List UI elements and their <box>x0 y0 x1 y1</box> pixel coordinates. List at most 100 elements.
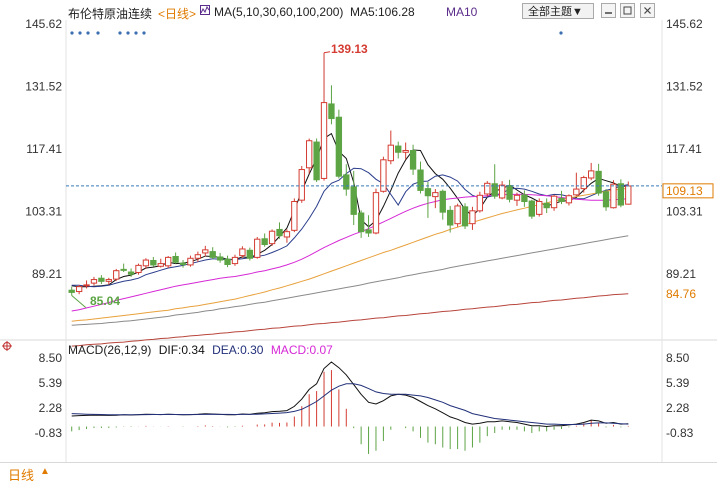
candle-body <box>409 149 417 170</box>
candle-body <box>395 145 402 153</box>
event-marker-dot <box>86 31 90 35</box>
candle-body <box>320 102 328 179</box>
candle-body <box>461 206 469 227</box>
candle-body <box>283 231 291 238</box>
candle-body <box>602 191 610 208</box>
ma-line-ma100 <box>71 235 629 326</box>
ma-settings-icon[interactable] <box>200 5 210 15</box>
event-marker-dot <box>70 31 74 35</box>
macd-tick-label-left: 2.28 <box>39 401 63 415</box>
restore-icon[interactable] <box>620 3 635 18</box>
candle-body <box>484 182 491 195</box>
period-tab-arrow-icon[interactable]: ▲ <box>40 466 50 477</box>
candle-body <box>120 268 127 271</box>
candle-body <box>387 144 394 162</box>
low-pointer <box>71 295 87 308</box>
candle-body <box>202 249 209 254</box>
candle-body <box>224 258 231 265</box>
macd-value-label: MACD:0.07 <box>270 343 333 357</box>
y-tick-label-right: 103.31 <box>666 205 703 219</box>
candle-body <box>550 195 558 209</box>
candle-body <box>528 200 535 217</box>
candle-body <box>268 230 276 245</box>
candle-body <box>113 270 120 280</box>
ma-line-ma60 <box>71 187 629 322</box>
ma-line-ma30 <box>71 193 629 312</box>
candle-body <box>610 183 617 209</box>
ma5-value-label: MA5:106.28 <box>350 5 415 19</box>
candle-body <box>276 228 283 237</box>
macd-tick-label-left: 5.39 <box>39 376 63 390</box>
current-price-tag <box>662 183 714 199</box>
high-pointer <box>323 51 331 54</box>
period-label[interactable]: <日线> <box>158 7 197 21</box>
macd-params-label: MACD(26,12,9) <box>68 343 152 357</box>
macd-tick-label-right: 8.50 <box>666 351 690 365</box>
candle-body <box>506 185 513 200</box>
y-tick-label-left: 89.21 <box>32 267 62 281</box>
candle-body <box>194 254 202 259</box>
ma-line-ma10 <box>71 167 629 288</box>
candle-body <box>142 259 150 267</box>
candle-body <box>432 192 439 198</box>
candle-body <box>521 194 528 202</box>
macd-tick-label-left: -0.83 <box>35 426 63 440</box>
candle-body <box>216 256 224 261</box>
candle-body <box>491 183 498 197</box>
instrument-name: 布伦特原油连续 <box>68 7 153 21</box>
period-tab[interactable]: 日线 <box>8 468 35 483</box>
candle-body <box>573 188 580 196</box>
minimize-icon[interactable] <box>601 3 616 18</box>
event-marker-dot <box>96 31 100 35</box>
high-annotation: 139.13 <box>331 42 368 56</box>
time-axis-bar <box>0 462 717 482</box>
candle-body <box>447 209 454 226</box>
dea-value-label: DEA:0.30 <box>212 343 264 357</box>
candle-body <box>558 197 565 202</box>
y-tick-label-left: 145.62 <box>25 17 62 31</box>
candle-body <box>165 256 172 267</box>
candle-body <box>291 200 298 231</box>
candle-body <box>105 279 112 282</box>
macd-tick-label-left: 8.50 <box>39 351 63 365</box>
macd-tick-label-right: 2.28 <box>666 401 690 415</box>
candle-body <box>476 194 484 212</box>
candle-body <box>595 170 602 194</box>
ma-params-label: MA(5,10,30,60,100,200) <box>214 5 344 19</box>
candle-body <box>372 192 380 234</box>
candle-body <box>306 140 313 169</box>
candle-body <box>75 286 83 293</box>
candle-body <box>231 256 239 265</box>
event-marker-dot <box>142 31 146 35</box>
y-tick-label-left: 117.41 <box>26 142 62 156</box>
candle-body <box>68 289 75 293</box>
candle-body <box>179 262 187 265</box>
theme-select[interactable]: 全部主题▼ <box>522 3 594 19</box>
dif-value-label: DIF:0.34 <box>158 343 205 357</box>
candle-body <box>335 116 343 177</box>
candle-body <box>350 186 357 215</box>
ma10-label: MA10 <box>446 5 478 19</box>
dea-line <box>71 383 629 425</box>
candle-body <box>498 184 506 199</box>
y-tick-label-right: 131.52 <box>666 80 703 94</box>
candle-body <box>513 194 521 201</box>
macd-tick-label-right: -0.83 <box>666 426 694 440</box>
candle-body <box>127 271 135 275</box>
candle-body <box>580 177 587 190</box>
close-icon[interactable] <box>640 3 655 18</box>
candle-body <box>187 257 194 266</box>
candle-body <box>254 238 261 258</box>
candle-body <box>328 103 335 120</box>
candle-body <box>469 210 476 225</box>
candle-body <box>543 202 550 209</box>
candle-body <box>357 212 365 233</box>
event-marker-dot <box>126 31 130 35</box>
candle-body <box>135 264 142 273</box>
candle-body <box>90 279 98 284</box>
y-tick-label-right: 117.41 <box>666 142 702 156</box>
candle-body <box>402 149 409 153</box>
event-marker-dot <box>134 31 138 35</box>
event-marker-dot <box>78 31 82 35</box>
